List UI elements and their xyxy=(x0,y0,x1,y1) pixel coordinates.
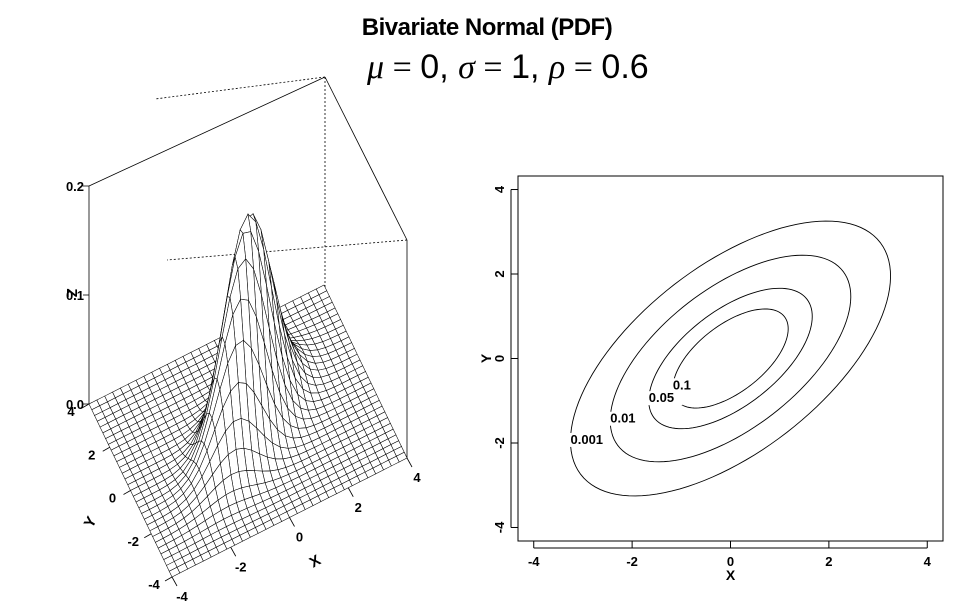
surface-y-tick-label: -2 xyxy=(127,534,139,549)
contour-line xyxy=(672,308,789,409)
sigma-symbol: σ xyxy=(458,49,475,86)
contour-label-bg xyxy=(644,391,683,406)
surface-z-tick-label: 0.2 xyxy=(66,179,84,194)
surface-x-tick xyxy=(406,457,413,468)
contour-line xyxy=(609,254,852,463)
surface-x-tick xyxy=(171,576,178,587)
surface-y-tick xyxy=(144,533,152,539)
contour-level-label: 0.001 xyxy=(571,432,604,447)
surface-y-tick xyxy=(81,403,90,409)
surface-x-tick xyxy=(289,517,295,527)
contour-y-axis-label: Y xyxy=(478,353,494,363)
contour-level-label: 0.01 xyxy=(610,411,635,426)
surface-hidden-edge xyxy=(154,76,326,100)
contour-x-tick-label: -4 xyxy=(528,554,540,569)
surface-y-tick-label: 0 xyxy=(109,491,116,506)
contour-y-tick-label: 0 xyxy=(492,355,507,362)
surface-x-tick-label: 2 xyxy=(355,500,362,515)
contour-label-bg xyxy=(606,411,644,426)
mu-value: 0 xyxy=(420,48,440,86)
contour-y-tick-label: -4 xyxy=(492,521,507,533)
surface-z-axis-label: Z xyxy=(63,288,80,297)
parameter-line: μ = 0, σ = 1, ρ = 0.6 xyxy=(367,48,649,86)
contour-x-axis-label: X xyxy=(726,567,736,583)
surface-mesh xyxy=(88,212,408,578)
contour-x-tick-label: 4 xyxy=(924,554,932,569)
surface-y-tick-label: 2 xyxy=(88,447,95,462)
contour-x-tick-label: 0 xyxy=(727,554,734,569)
surface-z-tick-label: 0.1 xyxy=(66,288,84,303)
contour-x-tick-label: -2 xyxy=(626,554,638,569)
mu-symbol: μ xyxy=(367,49,385,86)
chart-title: Bivariate Normal (PDF) xyxy=(361,14,613,41)
surface-x-tick-label: -4 xyxy=(176,589,188,604)
surface-y-tick xyxy=(123,490,131,495)
contour-y-tick-label: 4 xyxy=(492,185,507,193)
contour-line xyxy=(648,287,813,430)
surface-y-tick xyxy=(164,576,173,582)
surface-y-tick-label: -4 xyxy=(148,577,160,592)
contour-x-tick-label: 2 xyxy=(825,554,832,569)
contour-lines xyxy=(570,220,891,497)
contour-label-bg xyxy=(566,432,612,447)
surface-y-tick-label: 4 xyxy=(67,404,75,419)
contour-level-label: 0.05 xyxy=(649,390,674,405)
surface-edge xyxy=(88,76,326,187)
surface-y-tick xyxy=(102,446,110,452)
contour-level-label: 0.1 xyxy=(673,377,691,392)
surface-x-tick-label: 0 xyxy=(296,530,303,545)
surface-x-tick xyxy=(347,487,354,497)
contour-line xyxy=(570,220,891,497)
surface-x-tick-label: 4 xyxy=(413,470,421,485)
rho-value: 0.6 xyxy=(601,48,649,86)
rho-symbol: ρ xyxy=(548,49,566,86)
surface-cell xyxy=(168,566,181,578)
sigma-value: 1 xyxy=(511,48,530,86)
surface-z-tick-label: 0.0 xyxy=(66,397,84,412)
contour-y-tick-label: -2 xyxy=(492,437,507,449)
contour-labels: 0.001 0.01 0.050.1 xyxy=(566,377,700,447)
surface-hidden-edge xyxy=(166,239,408,261)
surface-x-tick xyxy=(230,547,237,557)
contour-y-tick-label: 2 xyxy=(492,270,507,277)
surface-x-tick-label: -2 xyxy=(235,559,247,574)
contour-frame xyxy=(517,175,944,542)
surface-edge xyxy=(324,76,408,241)
contour-ticks: -4 -2 0 2 4 -4 -2 0 2 4 X Y xyxy=(478,185,932,583)
contour-label-bg xyxy=(668,378,700,393)
